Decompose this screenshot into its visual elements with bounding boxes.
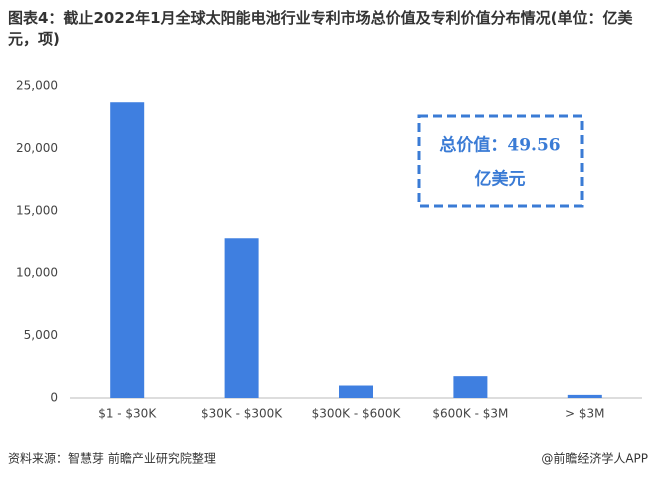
y-tick-label: 25,000: [16, 79, 58, 93]
y-tick-label: 5,000: [24, 328, 58, 342]
bar: [339, 385, 373, 398]
bar: [110, 102, 145, 398]
y-tick-label: 20,000: [16, 141, 58, 155]
y-tick-label: 10,000: [16, 266, 58, 280]
chart-title: 图表4：截止2022年1月全球太阳能电池行业专利市场总价值及专利价值分布情况(单…: [8, 9, 633, 48]
x-tick-label: > $3M: [565, 407, 605, 421]
annotation-box: [417, 114, 584, 208]
bar: [567, 394, 602, 398]
y-tick-label: 15,000: [16, 203, 58, 217]
x-tick-label: $600K - $3M: [432, 407, 508, 421]
annotation: 总价值：49.56: [439, 135, 560, 156]
annotation: 亿美元: [475, 169, 526, 190]
x-tick-label: $30K - $300K: [201, 407, 283, 421]
brand: @前瞻经济学人APP: [541, 451, 648, 466]
x-tick-label: $300K - $600K: [312, 407, 402, 421]
x-tick-label: $1 - $30K: [98, 407, 157, 421]
bar: [224, 238, 259, 398]
source: 资料来源：智慧芽 前瞻产业研究院整理: [8, 451, 216, 466]
bar: [453, 376, 488, 398]
y-tick-label: 0: [50, 391, 58, 405]
